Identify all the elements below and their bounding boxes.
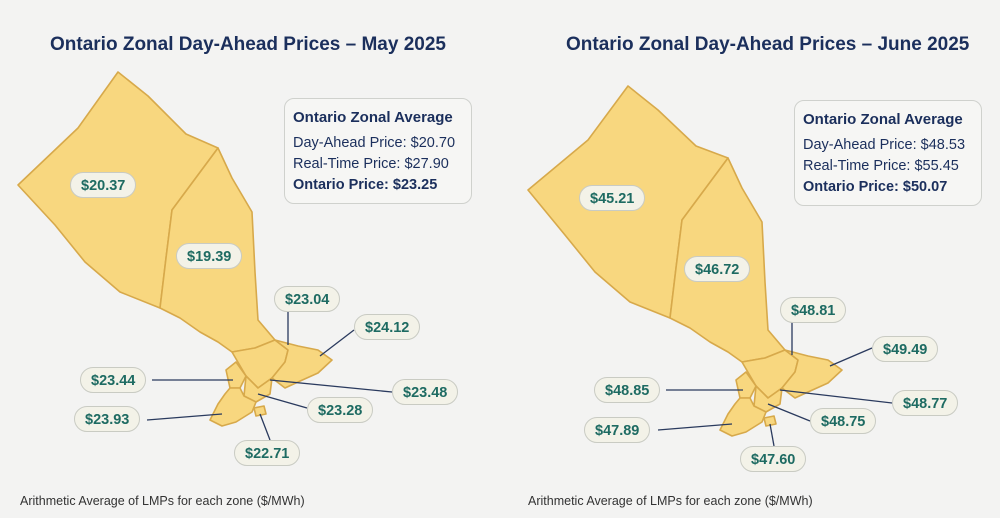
ontario-price-value: $50.07 bbox=[902, 179, 948, 195]
zonal-average-title: Ontario Zonal Average bbox=[293, 109, 453, 126]
price-label-essa: $48.81 bbox=[780, 297, 847, 323]
zone-niagara bbox=[253, 405, 267, 417]
zone-bruce bbox=[225, 361, 247, 389]
day-ahead-label: Day-Ahead Price: bbox=[293, 135, 407, 151]
day-ahead-value: $20.70 bbox=[410, 135, 456, 151]
day-ahead-price: Day-Ahead Price: $20.70 bbox=[293, 135, 471, 151]
leader-toronto bbox=[767, 403, 811, 422]
real-time-value: $55.45 bbox=[914, 158, 959, 174]
leader-east bbox=[319, 329, 355, 357]
zone-bruce bbox=[735, 371, 757, 399]
price-label-east: $49.49 bbox=[872, 336, 939, 362]
map-caption: Arithmetic Average of LMPs for each zone… bbox=[20, 494, 305, 508]
zonal-average-title: Ontario Zonal Average bbox=[803, 111, 963, 128]
day-ahead-label: Day-Ahead Price: bbox=[803, 137, 917, 153]
zone-southwest bbox=[719, 397, 767, 437]
price-label-northwest: $20.37 bbox=[70, 172, 137, 198]
real-time-value: $27.90 bbox=[404, 156, 449, 172]
price-label-southwest: $23.93 bbox=[74, 406, 141, 432]
price-label-bruce: $48.85 bbox=[594, 377, 661, 403]
map-panel-june: Ontario Zonal Day-Ahead Prices – June 20… bbox=[500, 0, 1000, 518]
map-title: Ontario Zonal Day-Ahead Prices – May 202… bbox=[50, 34, 446, 55]
ontario-map bbox=[527, 85, 893, 447]
map-panel-may: Ontario Zonal Day-Ahead Prices – May 202… bbox=[17, 34, 472, 508]
leader-ottawa bbox=[779, 389, 893, 404]
leader-east bbox=[829, 347, 873, 367]
ontario-price-value: $23.25 bbox=[392, 177, 438, 193]
ontario-price: Ontario Price: $23.25 bbox=[293, 177, 471, 193]
price-label-niagara: $47.60 bbox=[740, 446, 807, 472]
price-label-ottawa: $48.77 bbox=[892, 390, 959, 416]
ontario-price: Ontario Price: $50.07 bbox=[803, 179, 981, 195]
real-time-price: Real-Time Price: $27.90 bbox=[293, 156, 471, 172]
leader-niagara bbox=[259, 413, 271, 441]
zone-east bbox=[781, 349, 843, 399]
ontario-price-label: Ontario Price: bbox=[293, 177, 389, 193]
leader-niagara bbox=[769, 423, 775, 447]
price-label-northeast: $19.39 bbox=[176, 243, 243, 269]
price-label-southwest: $47.89 bbox=[584, 417, 651, 443]
price-label-toronto: $48.75 bbox=[810, 408, 877, 434]
day-ahead-value: $48.53 bbox=[920, 137, 966, 153]
price-label-northeast: $46.72 bbox=[684, 256, 751, 282]
leader-southwest bbox=[146, 413, 223, 421]
price-label-northwest: $45.21 bbox=[579, 185, 646, 211]
real-time-label: Real-Time Price: bbox=[293, 156, 401, 172]
price-label-toronto: $23.28 bbox=[307, 397, 374, 423]
map-caption: Arithmetic Average of LMPs for each zone… bbox=[528, 494, 813, 508]
zone-niagara bbox=[763, 415, 777, 427]
zone-southwest bbox=[209, 387, 257, 427]
zonal-average-box: Ontario Zonal Average Day-Ahead Price: $… bbox=[284, 98, 472, 204]
price-label-niagara: $22.71 bbox=[234, 440, 301, 466]
map-title: Ontario Zonal Day-Ahead Prices – June 20… bbox=[566, 34, 970, 55]
zone-east bbox=[271, 339, 333, 389]
zonal-average-box: Ontario Zonal Average Day-Ahead Price: $… bbox=[794, 100, 982, 206]
leader-toronto bbox=[257, 393, 308, 409]
price-label-bruce: $23.44 bbox=[80, 367, 147, 393]
real-time-label: Real-Time Price: bbox=[803, 158, 911, 174]
price-label-east: $24.12 bbox=[354, 314, 421, 340]
price-label-ottawa: $23.48 bbox=[392, 379, 459, 405]
leader-ottawa bbox=[269, 379, 393, 393]
price-label-essa: $23.04 bbox=[274, 286, 341, 312]
ontario-price-label: Ontario Price: bbox=[803, 179, 899, 195]
leader-southwest bbox=[657, 423, 733, 431]
day-ahead-price: Day-Ahead Price: $48.53 bbox=[803, 137, 981, 153]
real-time-price: Real-Time Price: $55.45 bbox=[803, 158, 981, 174]
